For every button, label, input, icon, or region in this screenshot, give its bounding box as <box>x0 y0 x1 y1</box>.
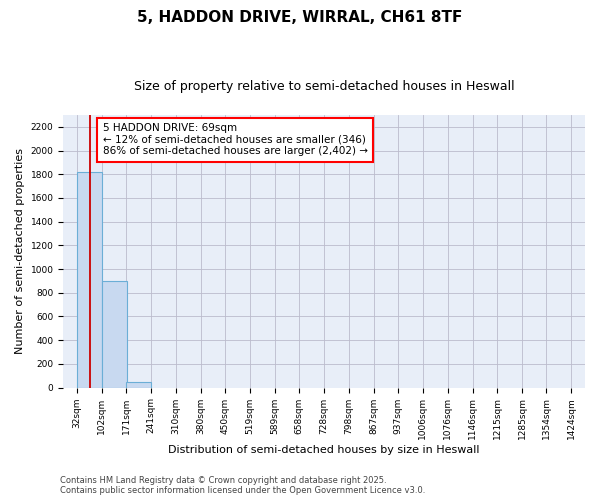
Bar <box>77 172 102 388</box>
Text: Contains HM Land Registry data © Crown copyright and database right 2025.
Contai: Contains HM Land Registry data © Crown c… <box>60 476 425 495</box>
X-axis label: Distribution of semi-detached houses by size in Heswall: Distribution of semi-detached houses by … <box>169 445 480 455</box>
Bar <box>102 281 127 388</box>
Title: Size of property relative to semi-detached houses in Heswall: Size of property relative to semi-detach… <box>134 80 514 93</box>
Text: 5, HADDON DRIVE, WIRRAL, CH61 8TF: 5, HADDON DRIVE, WIRRAL, CH61 8TF <box>137 10 463 25</box>
Y-axis label: Number of semi-detached properties: Number of semi-detached properties <box>15 148 25 354</box>
Bar <box>127 382 151 388</box>
Text: 5 HADDON DRIVE: 69sqm
← 12% of semi-detached houses are smaller (346)
86% of sem: 5 HADDON DRIVE: 69sqm ← 12% of semi-deta… <box>103 124 368 156</box>
